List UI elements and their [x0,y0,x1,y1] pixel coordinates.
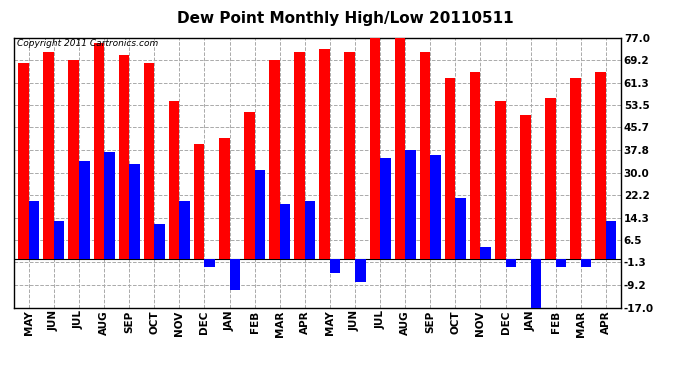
Bar [79,161,90,259]
Bar [295,52,305,259]
Bar [155,224,165,259]
Bar [470,72,480,259]
Bar [344,52,355,259]
Bar [244,112,255,259]
Bar [68,60,79,259]
Bar [531,259,541,310]
Bar [395,38,405,259]
Text: Copyright 2011 Cartronics.com: Copyright 2011 Cartronics.com [17,39,158,48]
Bar [380,158,391,259]
Bar [255,170,265,259]
Bar [595,72,606,259]
Bar [94,43,104,259]
Bar [455,198,466,259]
Bar [29,201,39,259]
Bar [54,221,64,259]
Bar [480,247,491,259]
Bar [144,63,155,259]
Text: Dew Point Monthly High/Low 20110511: Dew Point Monthly High/Low 20110511 [177,11,513,26]
Bar [129,164,140,259]
Bar [104,152,115,259]
Bar [269,60,279,259]
Bar [355,259,366,282]
Bar [420,52,431,259]
Bar [19,63,29,259]
Bar [279,204,290,259]
Bar [330,259,340,273]
Bar [495,101,506,259]
Bar [194,144,204,259]
Bar [219,138,230,259]
Bar [319,49,330,259]
Bar [431,155,441,259]
Bar [445,78,455,259]
Bar [119,55,129,259]
Bar [506,259,516,267]
Bar [204,259,215,267]
Bar [305,201,315,259]
Bar [571,78,581,259]
Bar [405,150,416,259]
Bar [520,115,531,259]
Bar [606,221,616,259]
Bar [545,98,555,259]
Bar [230,259,240,290]
Bar [581,259,591,267]
Bar [179,201,190,259]
Bar [43,52,54,259]
Bar [169,101,179,259]
Bar [370,38,380,259]
Bar [555,259,566,267]
